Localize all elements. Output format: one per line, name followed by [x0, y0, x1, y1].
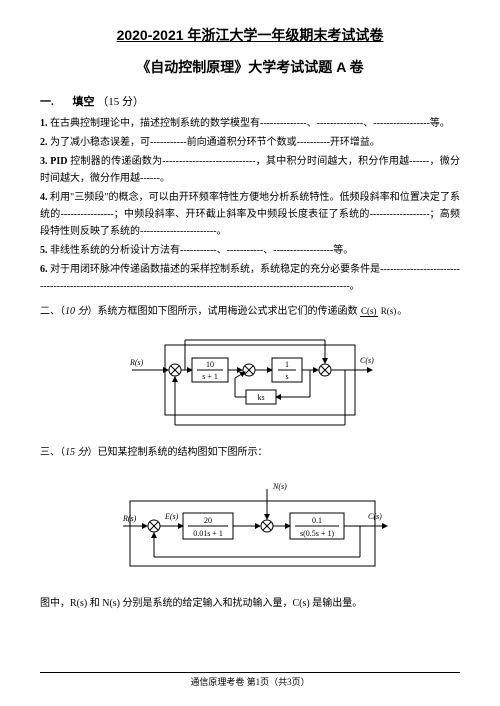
question-4: 4. 利用"三频段"的概念，可以由开环频率特性方便地分析系统特性。低频段斜率和位…	[40, 189, 460, 240]
closing-text: 图中，R(s) 和 N(s) 分别是系统的给定输入和扰动输入量，C(s) 是输出…	[40, 595, 460, 612]
svg-text:0.1: 0.1	[312, 516, 322, 525]
svg-text:ks: ks	[257, 393, 264, 402]
q4-text: 利用"三频段"的概念，可以由开环频率特性方便地分析系统特性。低频段斜率和位置决定…	[40, 192, 460, 237]
q2-text: 为了减小稳态误差，可-----------前向通道积分环节个数或--------…	[50, 137, 380, 148]
page-footer: 通信原理考卷 第1页（共3页）	[40, 673, 460, 688]
q3-text: 控制器的传递函数为----------------------------，其中…	[40, 156, 460, 184]
svg-text:20: 20	[204, 516, 212, 525]
section-1-header: 一. 填空 （15 分）	[40, 93, 460, 109]
q6-text: 对于用闭环脉冲传递函数描述的采样控制系统，系统稳定的充分必要条件是-------…	[40, 264, 460, 292]
question-3: 3. PID 控制器的传递函数为------------------------…	[40, 153, 460, 187]
s2-points: 10 分	[65, 306, 88, 317]
s2-fraction: C(s) R(s)	[360, 307, 397, 316]
s2-frac-n: C(s)	[360, 306, 378, 317]
s2-frac-d: R(s)	[380, 306, 398, 316]
svg-text:R(s): R(s)	[122, 514, 137, 523]
question-5: 5. 非线性系统的分析设计方法有-----------、-----------、…	[40, 242, 460, 259]
q5-text: 非线性系统的分析设计方法有-----------、-----------、---…	[50, 245, 353, 256]
s3-points: 15 分	[65, 447, 88, 458]
page-title-1: 2020-2021 年浙江大学一年级期末考试试卷	[40, 25, 460, 45]
s3-prefix: 三、（	[40, 447, 65, 458]
q3-num: 3.	[40, 156, 48, 167]
question-2: 2. 为了减小稳态误差，可-----------前向通道积分环节个数或-----…	[40, 134, 460, 151]
svg-text:0.01s + 1: 0.01s + 1	[193, 529, 223, 538]
s2-suffix: ）系统方框图如下图所示，试用梅逊公式求出它们的传递函数	[88, 306, 361, 317]
svg-text:C(s): C(s)	[360, 356, 374, 365]
question-6: 6. 对于用闭环脉冲传递函数描述的采样控制系统，系统稳定的充分必要条件是----…	[40, 261, 460, 295]
svg-text:E(s): E(s)	[164, 512, 179, 521]
svg-text:C(s): C(s)	[368, 512, 382, 521]
svg-text:s: s	[285, 372, 288, 381]
s2-period: 。	[397, 306, 407, 317]
block-diagram-1: R(s) 10 s + 1 1 s C(s) ks	[40, 330, 460, 430]
block-diagram-2: R(s) E(s) 20 0.01s + 1 N(s) 0.1 s(0.5s +…	[40, 471, 460, 581]
q6-num: 6.	[40, 264, 48, 275]
section-1-points: （15 分）	[97, 96, 144, 108]
svg-text:N(s): N(s)	[272, 482, 287, 491]
section-1-label: 一.	[40, 96, 54, 108]
d1-r-label: R(s)	[129, 358, 144, 367]
q3-pid: PID	[50, 156, 67, 167]
q1-num: 1.	[40, 118, 48, 129]
svg-text:s + 1: s + 1	[202, 372, 218, 381]
page-title-2: 《自动控制原理》大学考试试题 A 卷	[40, 57, 460, 77]
question-1: 1. 在古典控制理论中，描述控制系统的数学模型有--------------、-…	[40, 115, 460, 132]
q5-num: 5.	[40, 245, 48, 256]
svg-text:1: 1	[285, 360, 289, 369]
svg-text:10: 10	[206, 360, 214, 369]
q1-text: 在古典控制理论中，描述控制系统的数学模型有--------------、----…	[50, 118, 450, 129]
s2-prefix: 二、（	[40, 306, 65, 317]
q4-num: 4.	[40, 192, 48, 203]
s3-suffix: ）已知某控制系统的结构图如下图所示：	[88, 447, 268, 458]
section-3-header: 三、（15 分）已知某控制系统的结构图如下图所示：	[40, 444, 460, 461]
section-2-header: 二、（10 分）系统方框图如下图所示，试用梅逊公式求出它们的传递函数 C(s) …	[40, 303, 460, 320]
svg-text:s(0.5s + 1): s(0.5s + 1)	[300, 529, 334, 538]
q2-num: 2.	[40, 137, 48, 148]
section-1-name: 填空	[73, 96, 95, 108]
